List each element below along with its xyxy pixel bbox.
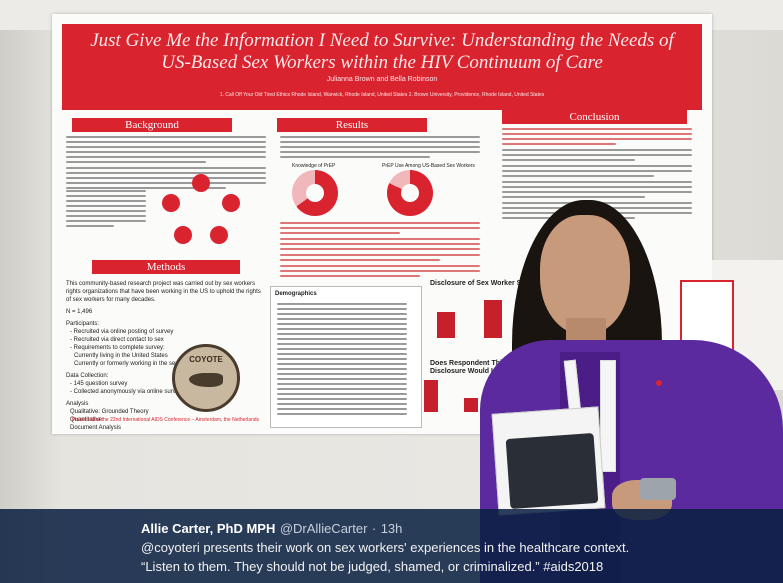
cycle-node — [222, 194, 240, 212]
participant-line: Currently or formerly working in the sex… — [74, 361, 202, 367]
author-handle[interactable]: @DrAllieCarter — [279, 521, 368, 536]
person-face — [540, 215, 630, 335]
caption-line-1: @coyoteri presents their work on sex wor… — [141, 540, 630, 555]
author-name[interactable]: Allie Carter, PhD MPH — [141, 521, 276, 536]
prep-knowledge-donut — [292, 170, 338, 216]
coyote-logo: COYOTE — [172, 344, 240, 412]
background-text — [66, 136, 266, 192]
data-collection-heading: Data Collection: — [66, 373, 109, 379]
coyote-silhouette-icon — [189, 373, 223, 387]
tablet-device — [505, 433, 599, 509]
demographics-table: Demographics — [270, 286, 422, 428]
analysis-line: Quantitative — [70, 417, 103, 423]
participant-line: - Recruited via direct contact to sex — [70, 337, 164, 343]
methods-intro: This community-based research project wa… — [66, 281, 261, 303]
cycle-node — [210, 226, 228, 244]
participant-line: - Recruited via online posting of survey — [70, 329, 174, 335]
chart1-title: Disclosure of Sex Worker Status — [430, 280, 539, 287]
post-time[interactable]: 13h — [380, 521, 403, 536]
separator-dot: · — [371, 521, 377, 536]
logo-text: COYOTE — [189, 355, 223, 364]
chart1-bar — [437, 312, 455, 338]
prep-use-donut — [387, 170, 433, 216]
poster-authors: Julianna Brown and Bella Robinson — [326, 76, 438, 83]
chart1-bar — [484, 300, 502, 338]
data-collection-line: - 145 question survey — [70, 381, 128, 387]
analysis-heading: Analysis — [66, 401, 89, 407]
demographics-rows — [277, 303, 407, 418]
participant-line: - Requirements to complete survey: — [70, 345, 165, 351]
caption-header: Allie Carter, PhD MPH @DrAllieCarter · 1… — [141, 520, 402, 538]
poster-title: Just Give Me the Information I Need to S… — [90, 30, 674, 73]
background-heading: Background — [72, 118, 232, 132]
analysis-line: Qualitative: Grounded Theory — [70, 409, 149, 415]
chart2-title: Does Respondent Think Disclosure Would I… — [430, 360, 536, 375]
cycle-node — [174, 226, 192, 244]
data-collection-line: - Collected anonymously via online surve… — [70, 389, 183, 395]
poster-title-bar: Just Give Me the Information I Need to S… — [62, 24, 702, 110]
caption-line-2: “Listen to them. They should not be judg… — [141, 559, 604, 574]
quote-text — [280, 222, 480, 280]
methods-heading: Methods — [92, 260, 240, 274]
results-heading: Results — [277, 118, 427, 132]
analysis-line: Document Analysis — [70, 425, 122, 431]
participant-line: Currently living in the United States — [74, 353, 168, 359]
results-text — [280, 136, 480, 161]
poster-affiliations: 1. Call Off Your Old Tired Ethics Rhode … — [219, 92, 545, 98]
cycle-node — [192, 174, 210, 192]
demographics-heading: Demographics — [275, 291, 317, 297]
chart2-bar — [464, 398, 478, 412]
participants-heading: Participants: — [66, 321, 100, 327]
conclusion-heading: Conclusion — [502, 110, 687, 124]
cycle-node — [162, 194, 180, 212]
ribbon-pin-icon — [656, 380, 662, 386]
poster-footer: Presented at the 22nd International AIDS… — [72, 417, 260, 423]
conference-lanyard — [600, 360, 616, 472]
phone-device — [640, 478, 676, 500]
tweet-caption: Allie Carter, PhD MPH @DrAllieCarter · 1… — [0, 509, 783, 583]
donut1-label: Knowledge of PrEP — [292, 163, 336, 169]
donut2-label: PrEP Use Among US-Based Sex Workers — [382, 163, 475, 169]
chart2-bar — [424, 380, 438, 412]
n-value: N = 1,496 — [66, 309, 93, 315]
background-text-2 — [66, 190, 146, 230]
